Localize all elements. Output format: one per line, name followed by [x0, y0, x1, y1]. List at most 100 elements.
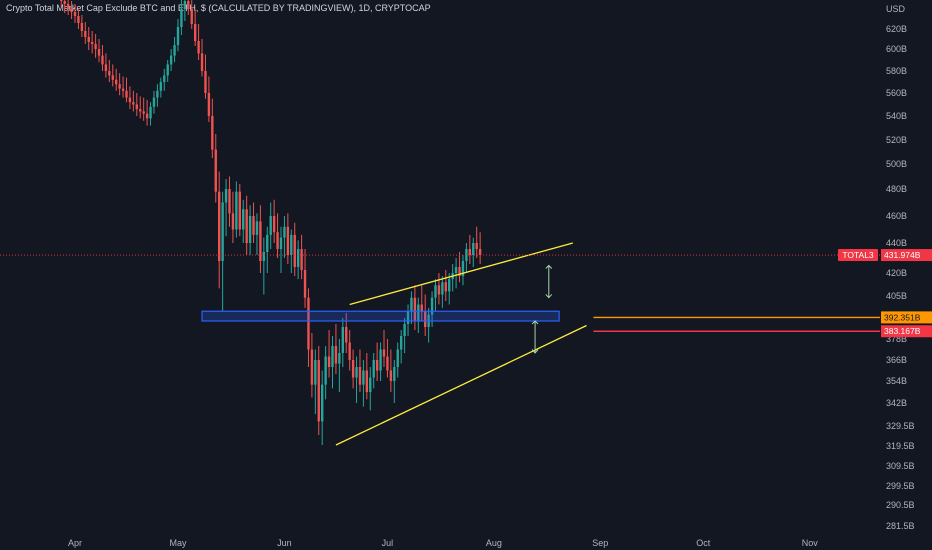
candle-body — [176, 27, 180, 45]
candle-body — [80, 23, 84, 31]
candle-body — [73, 12, 77, 16]
candle-body — [351, 360, 355, 378]
candle-body — [66, 4, 70, 9]
y-tick-label: 620B — [886, 24, 907, 34]
candle-body — [173, 45, 176, 56]
candle-body — [461, 261, 465, 277]
candle-body — [118, 84, 121, 89]
candle-body — [145, 113, 149, 119]
price-labels: TOTAL3 431.974B 392.351B 383.167B — [838, 249, 932, 338]
candle-body — [128, 97, 132, 103]
y-tick-label: 366B — [886, 355, 907, 365]
candle-body — [211, 116, 214, 150]
candle-body — [235, 191, 238, 230]
candle-body — [324, 356, 327, 385]
candle-body — [365, 370, 369, 392]
candle-body — [293, 234, 296, 267]
candle-body — [290, 234, 293, 255]
x-tick-label: Oct — [696, 538, 711, 548]
candle-body — [420, 304, 423, 312]
candle-body — [142, 111, 145, 114]
candle-body — [396, 349, 399, 367]
candle-body — [94, 44, 97, 49]
candle-body — [296, 249, 300, 267]
y-tick-label: 420B — [886, 268, 907, 278]
candle-body — [238, 191, 241, 230]
symbol-label-bg — [838, 249, 878, 262]
candle-body — [444, 282, 447, 292]
candle-body — [156, 90, 159, 98]
candle-body — [345, 327, 348, 343]
candle-body — [90, 42, 94, 44]
candle-body — [303, 270, 307, 298]
x-tick-label: Jun — [277, 538, 292, 548]
y-tick-label: 290.5B — [886, 500, 915, 510]
candle-body — [159, 82, 163, 91]
candle-body — [108, 71, 111, 76]
candle-body — [379, 349, 382, 371]
candle-body — [279, 237, 283, 249]
candle-body — [454, 267, 458, 273]
candle-body — [310, 349, 314, 385]
candle-body — [393, 367, 396, 381]
y-tick-label: 540B — [886, 111, 907, 121]
candle-body — [410, 297, 413, 312]
x-tick-label: Nov — [802, 538, 819, 548]
candle-body — [252, 216, 255, 235]
candle-body — [115, 79, 118, 85]
price-label-bg — [881, 325, 932, 338]
candle-body — [121, 88, 125, 91]
candle-body — [399, 336, 403, 350]
candle-body — [163, 75, 166, 82]
candle-body — [248, 216, 252, 243]
candle-body — [375, 360, 379, 371]
candle-body — [101, 55, 104, 65]
candle-body — [259, 221, 262, 261]
candle-body — [180, 9, 183, 27]
candles — [60, 0, 482, 445]
candle-body — [139, 109, 142, 112]
candle-body — [111, 75, 114, 80]
y-tick-label: 405B — [886, 291, 907, 301]
candle-body — [334, 346, 338, 364]
candle-body — [327, 356, 331, 367]
candle-body — [152, 97, 156, 107]
price-label: 431.974B — [884, 250, 921, 260]
candle-body — [355, 367, 358, 378]
candle-body — [228, 189, 231, 214]
price-label: 383.167B — [884, 326, 921, 336]
y-tick-label: 309.5B — [886, 461, 915, 471]
y-tick-label: 500B — [886, 159, 907, 169]
candle-body — [135, 104, 138, 110]
candle-body — [132, 102, 135, 105]
x-tick-label: May — [169, 538, 187, 548]
candle-body — [149, 106, 152, 119]
y-tick-label: 342B — [886, 398, 907, 408]
candle-body — [70, 9, 73, 12]
double-arrow-icon — [545, 264, 553, 299]
candle-body — [200, 53, 204, 71]
y-tick-label: 600B — [886, 44, 907, 54]
candle-body — [441, 282, 444, 295]
candle-body — [317, 360, 320, 422]
y-tick-label: 354B — [886, 376, 907, 386]
upper-trendline — [349, 242, 574, 306]
x-tick-label: Jul — [382, 538, 394, 548]
price-axis[interactable]: USD 620B 600B 580B 560B 540B 520B 500B 480B 460B 4… — [880, 0, 932, 550]
currency-label: USD — [886, 4, 906, 14]
time-axis[interactable]: Apr May Jun Jul Aug Sep Oct Nov — [68, 538, 818, 548]
candle-body — [77, 16, 80, 23]
lower-trendline — [335, 324, 587, 446]
x-tick-label: Apr — [68, 538, 82, 548]
price-axis-bg — [880, 0, 932, 550]
candle-body — [169, 55, 173, 65]
candle-body — [204, 71, 207, 93]
candle-body — [197, 41, 200, 54]
symbol-label: TOTAL3 — [842, 250, 874, 260]
candle-body — [413, 297, 417, 321]
y-tick-label: 460B — [886, 211, 907, 221]
candle-body — [87, 37, 90, 42]
candle-body — [269, 216, 272, 235]
candle-body — [417, 304, 420, 321]
